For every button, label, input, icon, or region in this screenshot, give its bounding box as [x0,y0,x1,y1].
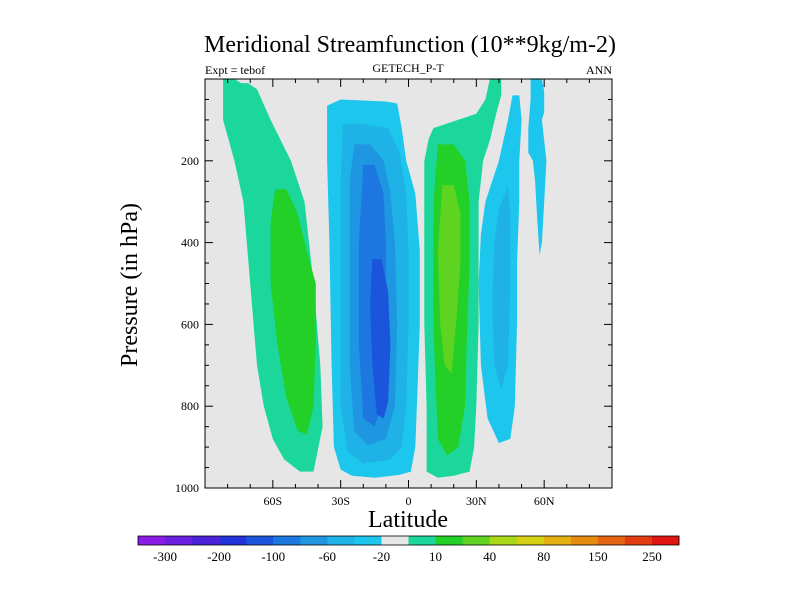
y-axis-title: Pressure (in hPa) [117,203,143,367]
nh-ferrel-core [492,185,511,390]
x-tick-label: 60S [263,494,282,508]
colorbar-swatch [570,536,599,545]
colorbar-swatch [543,536,572,545]
x-axis-title: Latitude [368,507,448,533]
colorbar-swatch [327,536,355,545]
colorbar-swatch [651,536,680,545]
colorbar-swatch [354,536,382,545]
colorbar-label: -20 [373,549,390,564]
colorbar-swatch [489,536,518,545]
x-tick-label: 60N [534,494,555,508]
tropical-north-inner [437,185,461,374]
colorbar-label: 250 [642,549,662,564]
colorbar-swatch [165,536,193,545]
colorbar-label: -200 [207,549,231,564]
contour-fills [223,79,547,478]
colorbar-swatch [408,536,436,545]
y-tick-label: 1000 [175,481,199,495]
colorbar-swatch [462,536,491,545]
colorbar-frame [137,535,680,546]
center-label: GETECH_P-T [372,61,444,75]
colorbar-swatch [138,536,166,545]
right-label: ANN [586,63,612,77]
colorbar-label: 80 [537,549,550,564]
nh-polar-cell [528,79,547,255]
colorbar-swatch [246,536,274,545]
colorbar-label: -60 [319,549,336,564]
chart-title: Meridional Streamfunction (10**9kg/m-2) [204,32,616,58]
x-tick-label: 30S [331,494,350,508]
colorbar-label: 40 [483,549,496,564]
left-label: Expt = tebof [205,63,265,77]
colorbar-swatch [300,536,328,545]
colorbar-swatch [192,536,220,545]
colorbar-swatch [624,536,653,545]
y-tick-label: 600 [181,317,199,331]
colorbar-swatch [516,536,545,545]
colorbar-label: 10 [429,549,442,564]
colorbar-label: -100 [261,549,285,564]
colorbar-label: -300 [153,549,177,564]
x-tick-label: 30N [466,494,487,508]
x-tick-label: 0 [406,494,412,508]
axis-ticks: 60S 30S 0 30N 60N 200 400 600 800 1000 [175,79,612,508]
colorbar-swatch [381,536,409,545]
colorbar-swatch [219,536,247,545]
sh-outer-core [270,189,316,435]
y-tick-label: 800 [181,399,199,413]
tropical-south-core [370,259,391,419]
y-tick-label: 400 [181,236,199,250]
y-tick-label: 200 [181,154,199,168]
colorbar-swatch [273,536,301,545]
colorbar-label: 150 [588,549,608,564]
colorbar-swatch [435,536,463,545]
colorbar: -300 -200 -100 -60 -20 10 40 80 150 250 [137,535,680,564]
colorbar-swatch [597,536,626,545]
